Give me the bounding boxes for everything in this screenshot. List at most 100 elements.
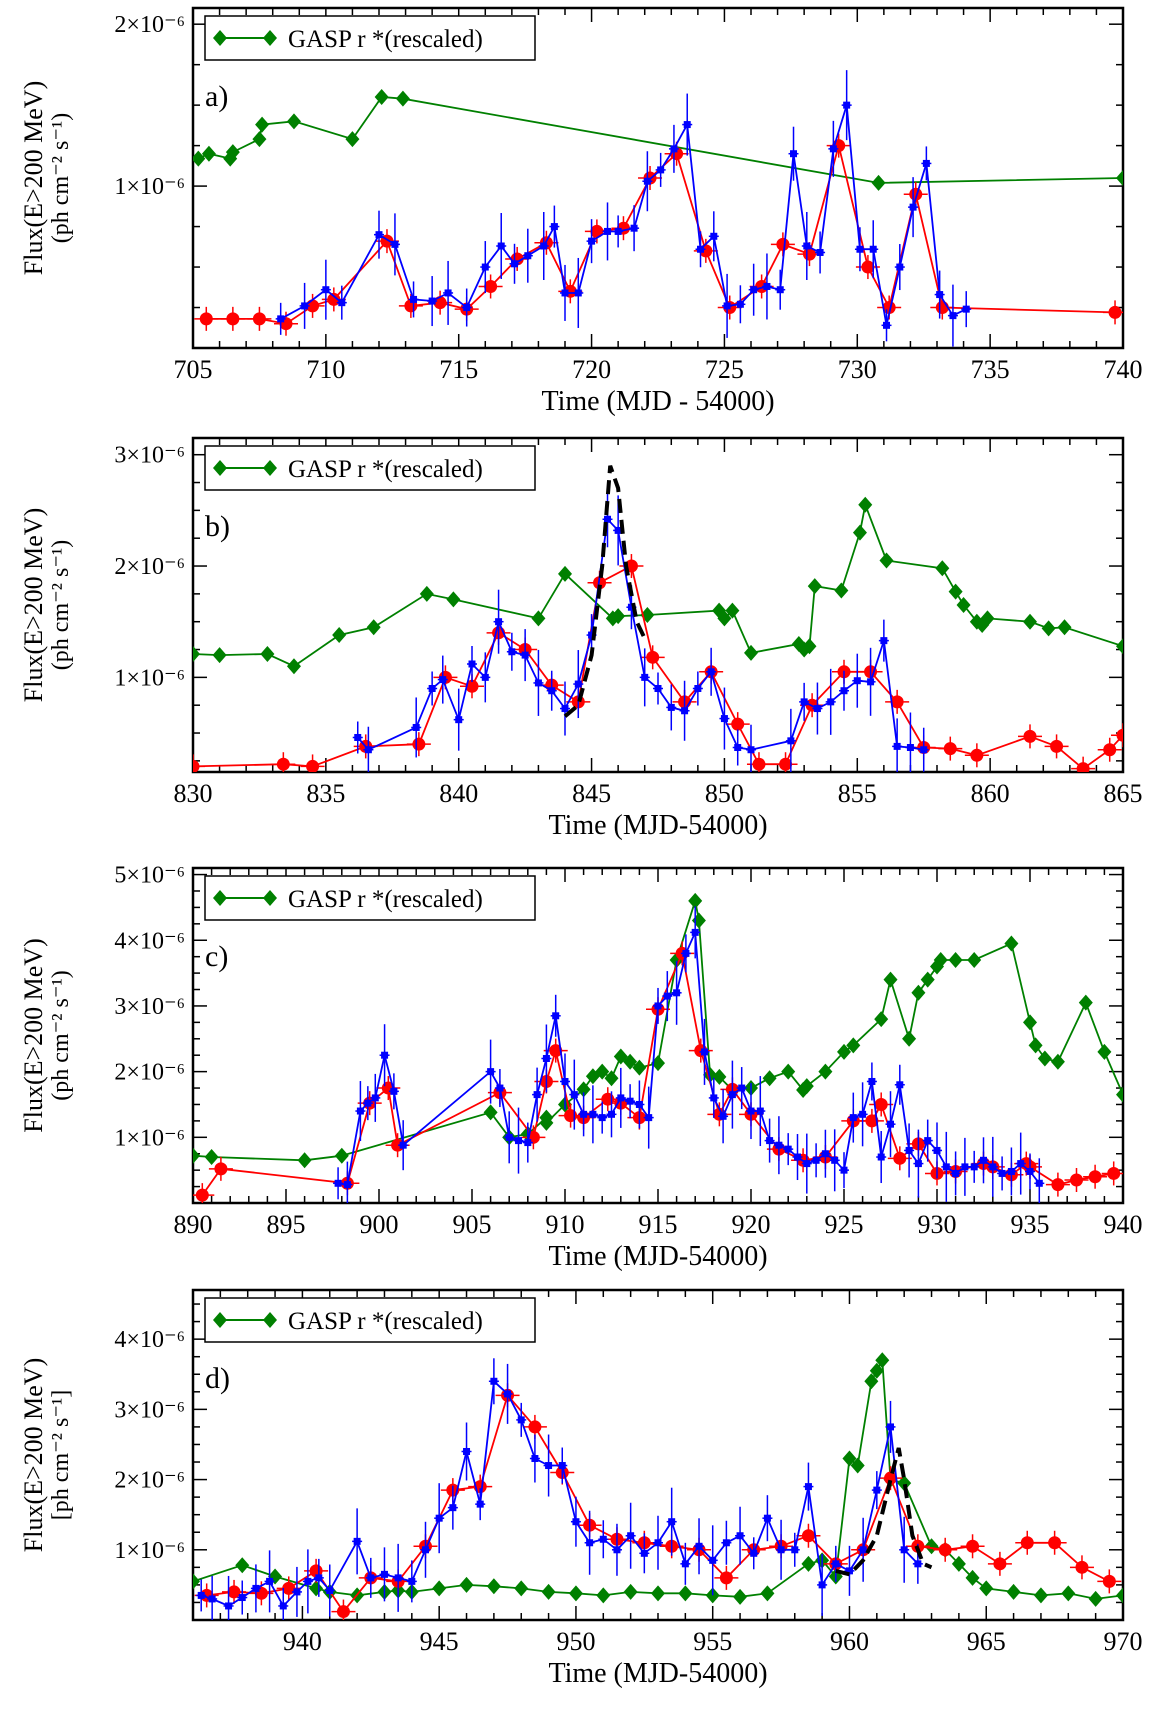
data-point [781, 1063, 796, 1080]
data-point [750, 1549, 758, 1557]
data-point [539, 1114, 554, 1131]
data-point [408, 1577, 416, 1585]
data-point [486, 1578, 501, 1595]
x-tick-label: 955 [693, 1627, 732, 1656]
data-point [326, 1587, 334, 1595]
data-point [875, 1352, 890, 1369]
data-point [428, 297, 436, 305]
data-point [375, 231, 383, 239]
data-point [710, 232, 718, 240]
data-point [641, 673, 649, 681]
data-point [962, 305, 970, 313]
data-point [673, 989, 681, 997]
data-point [197, 1591, 205, 1599]
data-point [395, 90, 410, 107]
data-point [252, 131, 267, 148]
data-point [858, 496, 873, 513]
series-layer [193, 1352, 1123, 1620]
data-point [896, 1081, 904, 1089]
data-point [893, 1151, 907, 1165]
data-point [779, 757, 793, 771]
data-point [868, 1077, 876, 1085]
legend-marker [263, 460, 277, 476]
data-point [374, 89, 389, 106]
x-tick-label: 965 [967, 1627, 1006, 1656]
data-point [604, 1070, 619, 1087]
data-point [816, 248, 824, 256]
legend-marker [213, 30, 227, 46]
data-point [561, 1077, 569, 1085]
data-point [831, 1156, 839, 1164]
data-point [873, 1486, 881, 1494]
data-point [818, 1063, 833, 1080]
y-tick-label: 1×10⁻⁶ [114, 1538, 185, 1564]
data-point [558, 565, 572, 582]
data-point [670, 145, 678, 153]
series-line [563, 465, 647, 718]
data-point [845, 1567, 853, 1575]
x-axis-label: Time (MJD-54000) [548, 1658, 767, 1689]
data-point [938, 1543, 952, 1557]
x-tick-label: 715 [439, 355, 478, 384]
legend-marker [263, 1312, 277, 1328]
data-point [701, 1048, 708, 1056]
data-point [948, 583, 963, 600]
data-point [694, 685, 702, 692]
data-point [651, 1055, 665, 1072]
data-point [883, 321, 891, 329]
data-point [1023, 729, 1037, 743]
data-point [468, 660, 476, 668]
data-point [813, 705, 821, 713]
series-layer [193, 892, 1123, 1203]
data-point [719, 1571, 733, 1585]
data-point [412, 737, 426, 751]
x-tick-label: 940 [1104, 1210, 1143, 1239]
data-point [524, 1139, 532, 1147]
data-point [193, 150, 206, 167]
data-point [874, 1011, 889, 1028]
data-point [505, 1133, 513, 1141]
data-point [576, 1081, 591, 1098]
data-point [979, 1580, 994, 1597]
data-point [744, 644, 758, 661]
data-point [558, 1462, 566, 1470]
data-point [439, 676, 447, 684]
x-tick-label: 890 [174, 1210, 213, 1239]
x-tick-label: 710 [306, 355, 345, 384]
data-point [896, 263, 904, 271]
data-point [879, 552, 894, 569]
data-point [549, 1044, 563, 1058]
x-tick-label: 935 [1011, 1210, 1050, 1239]
data-point [193, 1147, 200, 1164]
data-point [710, 1094, 718, 1102]
data-point [590, 224, 604, 238]
data-point [435, 1514, 443, 1522]
y-axis-label: Flux(E>200 MeV) [19, 81, 48, 275]
data-point [635, 1100, 643, 1108]
data-point [654, 1539, 662, 1547]
data-point [1076, 762, 1090, 772]
data-point [993, 1557, 1007, 1571]
data-point [719, 1112, 727, 1120]
data-point [227, 1585, 241, 1599]
data-point [832, 1560, 840, 1568]
data-point [914, 1560, 922, 1568]
data-point [920, 971, 935, 988]
data-point [574, 289, 582, 297]
data-point [909, 203, 917, 211]
data-point [1028, 1037, 1043, 1054]
data-point [1116, 638, 1123, 655]
legend: GASP r *(rescaled) [204, 875, 536, 921]
legend-marker [213, 460, 227, 476]
data-point [722, 1539, 730, 1547]
data-point [1017, 1160, 1025, 1168]
data-point [842, 1450, 857, 1467]
x-tick-label: 840 [439, 779, 478, 808]
data-point [541, 1583, 556, 1600]
series-layer [193, 465, 1123, 772]
data-point [902, 1030, 917, 1047]
data-point [521, 651, 529, 659]
y-axis-unit-label: [ph cm⁻² s⁻¹] [48, 1390, 74, 1520]
x-tick-label: 730 [838, 355, 877, 384]
data-point [869, 1362, 884, 1379]
